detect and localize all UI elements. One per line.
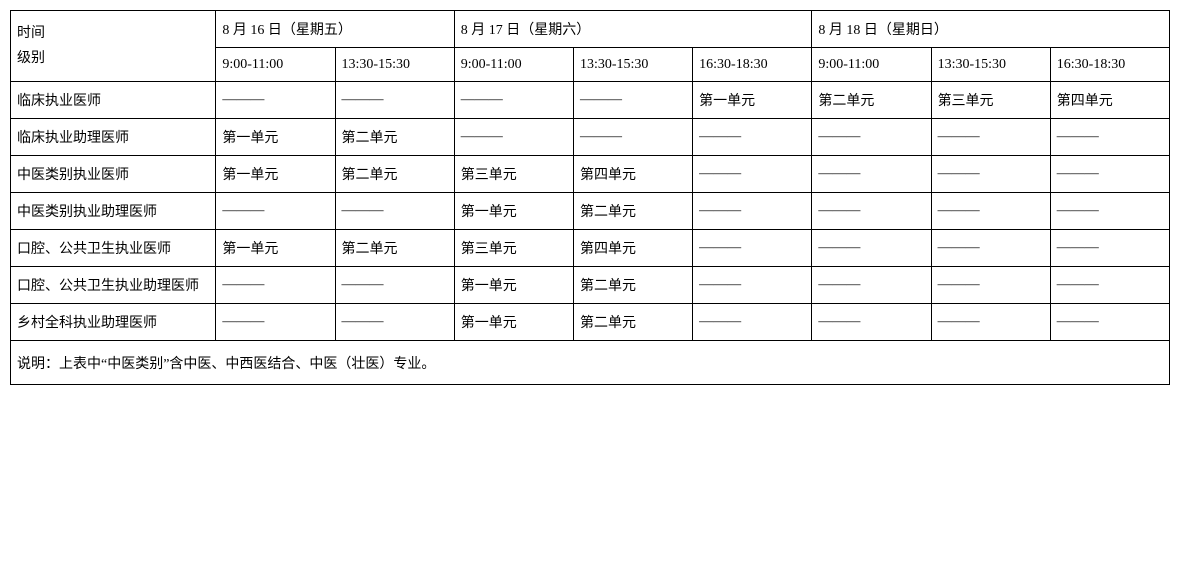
time-slot: 16:30-18:30 [1050, 48, 1169, 82]
header-row-days: 时间 级别 8 月 16 日（星期五） 8 月 17 日（星期六） 8 月 18… [11, 11, 1170, 48]
schedule-cell: 第二单元 [812, 82, 931, 119]
schedule-cell: 第三单元 [931, 82, 1050, 119]
schedule-cell: 第一单元 [216, 119, 335, 156]
schedule-cell: ——— [693, 304, 812, 341]
table-row: 临床执业助理医师第一单元第二单元—————————————————— [11, 119, 1170, 156]
schedule-cell: ——— [216, 267, 335, 304]
schedule-cell: 第四单元 [1050, 82, 1169, 119]
time-slot: 9:00-11:00 [812, 48, 931, 82]
note-row: 说明：上表中“中医类别”含中医、中西医结合、中医（壮医）专业。 [11, 341, 1170, 385]
table-row: 中医类别执业助理医师——————第一单元第二单元———————————— [11, 193, 1170, 230]
schedule-cell: ——— [216, 82, 335, 119]
time-slot: 16:30-18:30 [693, 48, 812, 82]
schedule-cell: 第三单元 [454, 156, 573, 193]
exam-schedule-table: 时间 级别 8 月 16 日（星期五） 8 月 17 日（星期六） 8 月 18… [10, 10, 1170, 385]
table-row: 乡村全科执业助理医师——————第一单元第二单元———————————— [11, 304, 1170, 341]
schedule-cell: ——— [812, 304, 931, 341]
schedule-body: 临床执业医师————————————第一单元第二单元第三单元第四单元临床执业助理… [11, 82, 1170, 341]
note-cell: 说明：上表中“中医类别”含中医、中西医结合、中医（壮医）专业。 [11, 341, 1170, 385]
schedule-cell: 第二单元 [573, 193, 692, 230]
schedule-cell: 第一单元 [216, 156, 335, 193]
table-row: 临床执业医师————————————第一单元第二单元第三单元第四单元 [11, 82, 1170, 119]
day-header-2: 8 月 17 日（星期六） [454, 11, 812, 48]
schedule-cell: ——— [1050, 230, 1169, 267]
schedule-cell: ——— [931, 267, 1050, 304]
time-slot: 13:30-15:30 [335, 48, 454, 82]
schedule-cell: ——— [693, 156, 812, 193]
table-row: 口腔、公共卫生执业医师第一单元第二单元第三单元第四单元———————————— [11, 230, 1170, 267]
schedule-cell: ——— [812, 119, 931, 156]
row-label: 中医类别执业助理医师 [11, 193, 216, 230]
schedule-cell: ——— [693, 193, 812, 230]
time-slot: 13:30-15:30 [931, 48, 1050, 82]
row-header-line2: 级别 [17, 46, 209, 71]
schedule-cell: 第二单元 [335, 230, 454, 267]
schedule-cell: ——— [216, 304, 335, 341]
day-header-1: 8 月 16 日（星期五） [216, 11, 454, 48]
schedule-cell: 第一单元 [454, 193, 573, 230]
schedule-cell: 第二单元 [573, 267, 692, 304]
schedule-cell: ——— [1050, 156, 1169, 193]
time-slot: 9:00-11:00 [216, 48, 335, 82]
schedule-cell: 第一单元 [216, 230, 335, 267]
row-label: 临床执业医师 [11, 82, 216, 119]
day-header-3: 8 月 18 日（星期日） [812, 11, 1170, 48]
row-label: 口腔、公共卫生执业助理医师 [11, 267, 216, 304]
schedule-cell: 第三单元 [454, 230, 573, 267]
schedule-cell: ——— [335, 267, 454, 304]
schedule-cell: ——— [931, 193, 1050, 230]
row-header-label: 时间 级别 [11, 11, 216, 82]
schedule-cell: ——— [931, 230, 1050, 267]
schedule-cell: ——— [1050, 304, 1169, 341]
schedule-cell: ——— [931, 119, 1050, 156]
schedule-cell: 第一单元 [693, 82, 812, 119]
schedule-cell: ——— [454, 119, 573, 156]
schedule-cell: ——— [335, 193, 454, 230]
table-row: 中医类别执业医师第一单元第二单元第三单元第四单元———————————— [11, 156, 1170, 193]
row-header-line1: 时间 [17, 21, 209, 46]
schedule-cell: ——— [335, 304, 454, 341]
schedule-cell: ——— [216, 193, 335, 230]
schedule-cell: ——— [1050, 193, 1169, 230]
schedule-cell: ——— [573, 119, 692, 156]
row-label: 中医类别执业医师 [11, 156, 216, 193]
schedule-cell: 第四单元 [573, 230, 692, 267]
table-row: 口腔、公共卫生执业助理医师——————第一单元第二单元———————————— [11, 267, 1170, 304]
schedule-cell: ——— [931, 156, 1050, 193]
schedule-cell: 第二单元 [335, 156, 454, 193]
schedule-cell: ——— [1050, 119, 1169, 156]
row-label: 口腔、公共卫生执业医师 [11, 230, 216, 267]
schedule-cell: ——— [693, 267, 812, 304]
schedule-cell: 第二单元 [573, 304, 692, 341]
schedule-cell: ——— [693, 230, 812, 267]
schedule-cell: 第一单元 [454, 267, 573, 304]
schedule-cell: ——— [812, 193, 931, 230]
row-label: 临床执业助理医师 [11, 119, 216, 156]
schedule-cell: ——— [454, 82, 573, 119]
schedule-cell: ——— [573, 82, 692, 119]
schedule-cell: ——— [1050, 267, 1169, 304]
schedule-cell: ——— [812, 156, 931, 193]
schedule-cell: 第一单元 [454, 304, 573, 341]
schedule-cell: ——— [931, 304, 1050, 341]
schedule-cell: ——— [335, 82, 454, 119]
time-slot: 13:30-15:30 [573, 48, 692, 82]
schedule-cell: ——— [812, 267, 931, 304]
time-slot: 9:00-11:00 [454, 48, 573, 82]
schedule-cell: 第四单元 [573, 156, 692, 193]
schedule-cell: ——— [812, 230, 931, 267]
schedule-cell: 第二单元 [335, 119, 454, 156]
schedule-cell: ——— [693, 119, 812, 156]
row-label: 乡村全科执业助理医师 [11, 304, 216, 341]
